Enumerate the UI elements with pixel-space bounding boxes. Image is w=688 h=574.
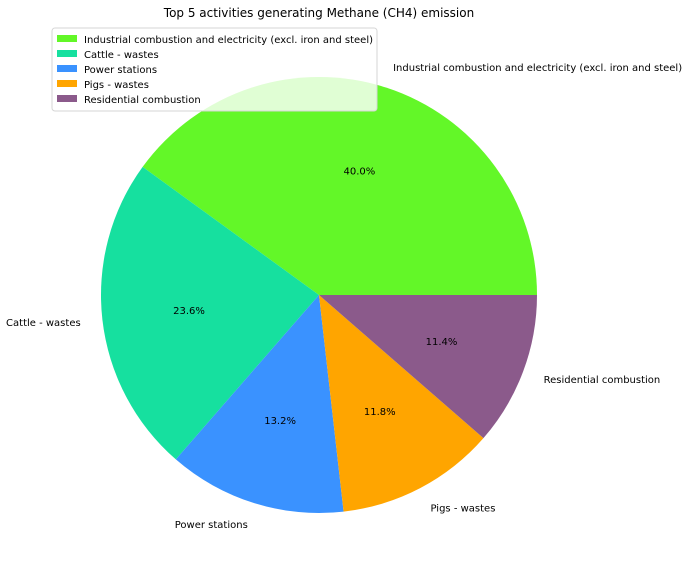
pie-slice [319, 295, 484, 512]
pie-slice [319, 295, 537, 439]
legend-swatch [57, 95, 77, 102]
legend: Industrial combustion and electricity (e… [51, 27, 378, 112]
legend-label: Cattle - wastes [84, 50, 159, 61]
percent-label: 11.4% [426, 337, 458, 348]
percent-labels: 40.0% 23.6% 13.2% 11.8% 11.4% [173, 167, 457, 427]
legend-swatch [57, 80, 77, 87]
legend-label: Power stations [84, 65, 157, 76]
slice-label: Industrial combustion and electricity (e… [393, 63, 682, 74]
legend-box [51, 27, 378, 112]
pie-slices [100, 76, 537, 514]
percent-label: 13.2% [264, 416, 296, 427]
pie-slice [142, 76, 537, 295]
legend-label: Industrial combustion and electricity (e… [84, 35, 373, 46]
pie-slice [175, 295, 344, 514]
slice-label: Cattle - wastes [6, 318, 81, 329]
slice-label: Pigs - wastes [431, 503, 496, 514]
percent-label: 23.6% [173, 306, 205, 317]
pie-slice [100, 166, 319, 460]
legend-swatch [57, 50, 77, 57]
legend-swatch [57, 65, 77, 72]
legend-label: Pigs - wastes [84, 80, 149, 91]
percent-label: 40.0% [344, 167, 376, 178]
legend-label: Residential combustion [84, 95, 201, 106]
percent-label: 11.8% [364, 407, 396, 418]
slice-label: Residential combustion [544, 375, 661, 386]
slice-label: Power stations [175, 520, 248, 531]
slice-labels: Industrial combustion and electricity (e… [6, 63, 682, 531]
chart-title: Top 5 activities generating Methane (CH4… [163, 6, 474, 20]
legend-swatch [57, 35, 77, 42]
